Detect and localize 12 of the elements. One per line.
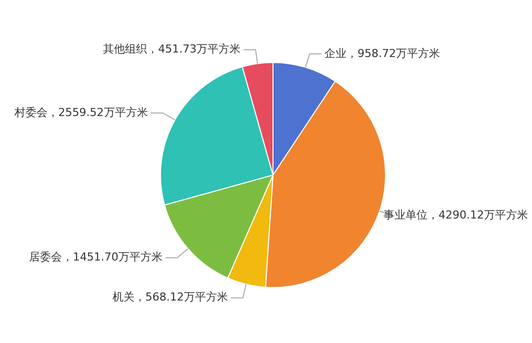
slice-label: 企业 <box>324 46 347 60</box>
data-label: ，1451.70万平方米 <box>62 250 162 264</box>
data-label: ，958.72万平方米 <box>346 46 440 60</box>
data-label: ，4290.12万平方米 <box>428 208 528 222</box>
slice-label: 村委会 <box>13 106 48 119</box>
data-label: ，2559.52万平方米 <box>47 106 148 119</box>
data-label: ，451.73万平方米 <box>147 42 241 56</box>
slice-label: 机关 <box>112 290 134 304</box>
slice-label: 居委会 <box>28 250 62 264</box>
data-label: ，568.12万平方米 <box>134 290 228 304</box>
slice-label: 其他组织 <box>103 42 148 56</box>
slice-label: 事业单位 <box>384 208 428 222</box>
